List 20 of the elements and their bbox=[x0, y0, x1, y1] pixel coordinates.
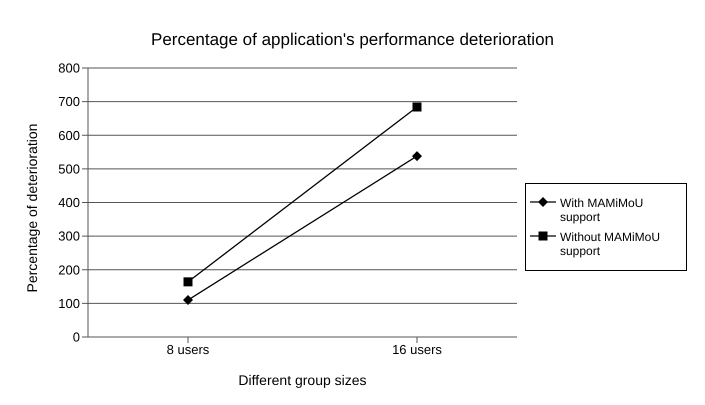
y-tick-label: 300 bbox=[58, 228, 80, 244]
x-tick-label: 8 users bbox=[166, 342, 210, 358]
y-axis-title: Percentage of deterioration bbox=[24, 124, 40, 292]
y-tick-label: 200 bbox=[58, 262, 80, 278]
y-tick-label: 400 bbox=[58, 195, 80, 210]
legend-label: With MAMiMoU support bbox=[560, 196, 644, 224]
y-tick-label: 600 bbox=[58, 128, 80, 143]
y-tick-label: 500 bbox=[58, 161, 80, 176]
y-tick-label: 700 bbox=[58, 94, 80, 110]
x-tick-label: 16 users bbox=[392, 342, 442, 358]
chart-title: Percentage of application's performance deterioration bbox=[150, 29, 555, 51]
point bbox=[412, 102, 422, 112]
point bbox=[184, 277, 192, 286]
y-tick-label: 100 bbox=[58, 296, 80, 311]
point bbox=[183, 295, 193, 306]
y-tick-label: 800 bbox=[58, 60, 80, 76]
legend-label: Without MAMiMoU support bbox=[560, 230, 662, 258]
point bbox=[412, 151, 422, 162]
y-tick-label: 0 bbox=[72, 330, 80, 345]
x-axis-title: Different group sizes bbox=[238, 372, 367, 388]
